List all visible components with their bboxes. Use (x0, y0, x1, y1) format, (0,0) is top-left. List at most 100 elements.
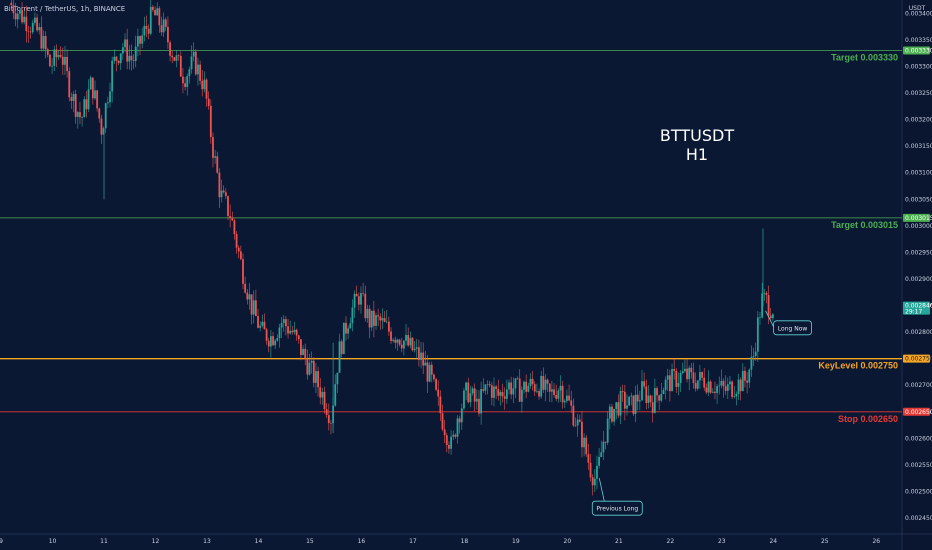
candle-body (134, 46, 137, 61)
candle-body (754, 351, 757, 357)
candle-body (40, 27, 43, 49)
candle-body (726, 384, 729, 391)
candle-body (23, 16, 26, 23)
candle-body (548, 383, 551, 392)
candle-body (621, 391, 624, 392)
candle-body (209, 105, 212, 138)
candle-body (490, 385, 493, 398)
candle-body (152, 6, 154, 10)
candle-body (694, 382, 697, 389)
candle-body (188, 69, 191, 77)
candle-body (25, 16, 28, 32)
candle-body (91, 77, 94, 99)
candle-body (724, 386, 727, 391)
candle-body (559, 385, 562, 391)
candle-body (585, 437, 588, 455)
candle-body (177, 55, 180, 56)
candle-body (398, 339, 401, 345)
candle-body (443, 429, 446, 436)
candle-body (280, 323, 283, 328)
candle-body (81, 117, 84, 118)
candle-body (265, 329, 268, 341)
annotation-text: Long Now (778, 325, 808, 332)
candle-body (628, 396, 631, 406)
candle-body (488, 384, 491, 386)
candle-body (186, 76, 189, 87)
candle-body (377, 315, 380, 317)
candle-body (276, 338, 279, 341)
candle-body (164, 19, 167, 27)
candle-body (531, 378, 534, 385)
candle-body (632, 395, 635, 414)
candle-body (72, 93, 75, 101)
candle-body (746, 380, 749, 383)
candle-body (707, 381, 710, 393)
candle-body (304, 348, 307, 359)
candle-body (467, 382, 470, 403)
x-tick-label: 15 (306, 538, 314, 545)
candle-body (126, 39, 129, 62)
level-line-label: Stop 0.002650 (838, 414, 898, 424)
y-tick-label: 0.002500 (905, 488, 932, 495)
candle-body (741, 370, 744, 392)
y-tick-label: 0.002700 (905, 382, 932, 389)
candle-body (385, 321, 388, 323)
x-tick-label: 22 (667, 538, 675, 545)
candle-body (484, 384, 487, 391)
annotation-box (773, 320, 812, 336)
candle-body (12, 5, 15, 14)
candle-body (233, 220, 236, 235)
candle-body (351, 307, 354, 324)
candle-body (606, 418, 609, 443)
candle-body (615, 402, 618, 409)
candle-body (252, 300, 255, 315)
candle-body (701, 372, 703, 378)
x-tick-label: 10 (49, 538, 57, 545)
candle-body (675, 370, 678, 387)
candle-body (495, 386, 498, 390)
candle-body (649, 395, 652, 403)
candle-body (716, 386, 718, 393)
candle-body (681, 371, 684, 374)
candle-body (722, 380, 725, 387)
candle-body (197, 64, 199, 75)
current-price-countdown: 29:17 (905, 309, 922, 316)
candle-body (604, 441, 607, 443)
candle-body (347, 328, 350, 334)
candle-body (85, 99, 88, 110)
x-tick-label: 13 (203, 538, 211, 545)
candle-body (598, 457, 601, 466)
candle-body (493, 386, 495, 398)
annotation-box (591, 500, 643, 516)
candle-body (735, 393, 738, 397)
candle-body (720, 380, 723, 386)
candle-body (551, 389, 553, 392)
candle-body (602, 441, 605, 453)
x-tick-label: 17 (409, 538, 417, 545)
candle-body (593, 478, 596, 486)
candle-body (145, 25, 148, 29)
price-axis-panel[interactable] (902, 0, 932, 550)
candle-body (463, 390, 465, 409)
candle-body (364, 293, 367, 319)
candle-body (767, 294, 770, 316)
candle-body (699, 372, 701, 381)
candle-body (263, 321, 266, 330)
candle-body (523, 381, 525, 390)
candle-body (656, 388, 658, 396)
symbol-title: BitTorrent / TetherUS, 1h, BINANCE (4, 5, 125, 13)
candle-body (709, 381, 712, 393)
candle-body (297, 335, 300, 340)
candle-body (53, 49, 56, 66)
candle-body (94, 90, 96, 99)
candle-body (154, 9, 156, 16)
candle-body (139, 36, 141, 44)
candle-body (555, 395, 558, 399)
candle-body (756, 317, 759, 352)
candle-body (473, 388, 476, 402)
candle-body (229, 216, 232, 218)
level-line-label: Target 0.003015 (831, 220, 898, 230)
candle-body (220, 190, 223, 198)
